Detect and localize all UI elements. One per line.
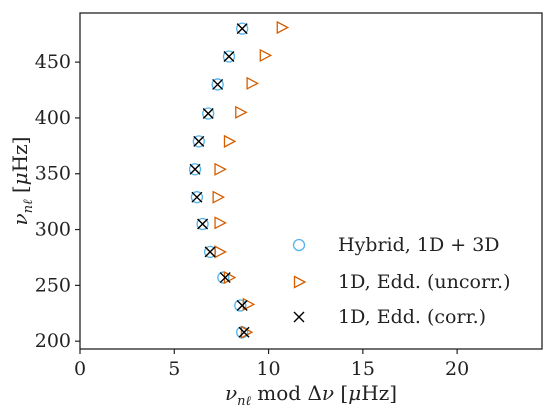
data-point (192, 135, 205, 148)
x-axis-ticks: 0 5 10 15 20 (74, 349, 469, 380)
y-axis-title: νnℓ [μHz] (8, 137, 36, 226)
x-tick-label: 10 (256, 358, 280, 380)
data-point (196, 217, 209, 231)
data-point (191, 191, 203, 203)
data-point (204, 246, 216, 258)
data-point (190, 191, 204, 204)
data-point (214, 162, 227, 176)
data-point (236, 22, 249, 35)
legend-label: Hybrid, 1D + 3D (338, 234, 500, 256)
legend-entry: 1D, Edd. (corr.) (293, 306, 486, 328)
y-tick-label: 350 (35, 163, 71, 185)
legend-marker (293, 275, 307, 289)
y-tick-label: 400 (35, 107, 71, 129)
data-point (219, 272, 231, 284)
y-axis-ticks: 200 250 300 350 400 450 (35, 51, 80, 352)
data-point (197, 218, 209, 230)
data-point (212, 190, 226, 204)
data-point (214, 245, 227, 259)
data-point (223, 51, 235, 63)
data-point (188, 163, 202, 176)
data-point (222, 50, 236, 63)
data-point (202, 107, 214, 119)
x-tick-label: 15 (351, 358, 375, 380)
legend-entry: Hybrid, 1D + 3D (292, 234, 500, 256)
series-1 (212, 20, 290, 339)
data-point (259, 48, 273, 62)
y-tick-label: 300 (35, 219, 71, 241)
x-tick-label: 5 (168, 358, 180, 380)
data-point (202, 107, 215, 120)
data-point (236, 23, 248, 35)
axes-frame (79, 12, 543, 350)
legend-label: 1D, Edd. (corr.) (338, 306, 486, 328)
data-point (276, 20, 290, 35)
series-0 (188, 22, 249, 339)
y-tick-label: 250 (35, 274, 71, 296)
legend-marker (292, 238, 306, 252)
legend: Hybrid, 1D + 3D 1D, Edd. (uncorr.) 1D, Edd… (292, 234, 511, 328)
legend-marker (293, 311, 305, 323)
legend-entry: 1D, Edd. (uncorr.) (293, 271, 511, 293)
x-tick-label: 0 (74, 358, 86, 380)
data-point (193, 135, 205, 147)
data-point (214, 216, 227, 230)
y-tick-label: 200 (35, 330, 71, 352)
data-point (236, 326, 249, 339)
data-point (189, 163, 201, 175)
data-point (238, 326, 250, 338)
legend-label: 1D, Edd. (uncorr.) (338, 271, 511, 293)
data-point (234, 299, 247, 312)
data-point (212, 78, 224, 90)
data-point (223, 134, 237, 148)
x-axis-title: νnℓ mod Δν [μHz] (225, 381, 397, 409)
data-point (235, 105, 248, 119)
series-2 (189, 23, 250, 338)
plot-marks (188, 20, 290, 339)
data-point (236, 299, 248, 311)
data-point (217, 271, 230, 284)
y-tick-label: 450 (35, 51, 71, 73)
data-point (211, 78, 224, 91)
data-point (246, 76, 260, 90)
x-tick-label: 20 (445, 358, 469, 380)
